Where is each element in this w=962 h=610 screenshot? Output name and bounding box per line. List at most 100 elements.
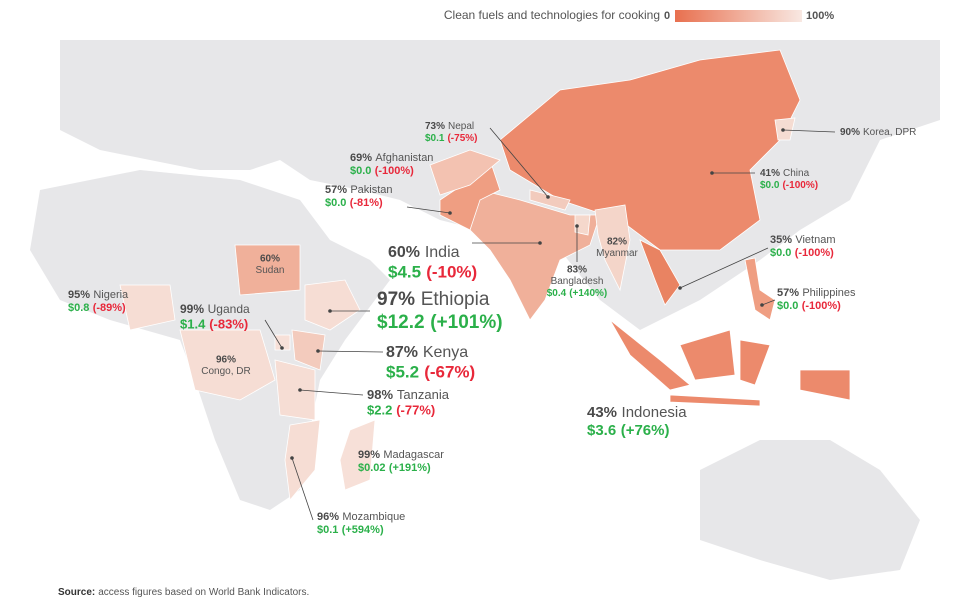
leader-dot bbox=[298, 388, 302, 392]
country-change: (-67%) bbox=[424, 363, 475, 382]
country-label: 99% Uganda bbox=[180, 302, 250, 316]
country-label: 87% Kenya bbox=[386, 344, 468, 361]
country-share: 60% bbox=[260, 254, 280, 265]
country-funding-label: $1.4 (-83%) bbox=[180, 317, 248, 332]
country-funding: $0.0 bbox=[350, 165, 371, 177]
country-name: Korea, DPR bbox=[863, 127, 916, 138]
country-label: 69% Afghanistan bbox=[350, 152, 433, 164]
country-label: 98% Tanzania bbox=[367, 387, 450, 402]
country-share: 99% bbox=[180, 302, 204, 316]
country-name: Mozambique bbox=[342, 511, 405, 523]
country-share: 73% bbox=[425, 121, 445, 132]
country-change: (+191%) bbox=[389, 462, 431, 474]
country-funding-label: $4.5 (-10%) bbox=[388, 263, 477, 282]
country-share: 87% bbox=[386, 344, 418, 361]
country-share: 96% bbox=[216, 355, 236, 366]
country-name: Afghanistan bbox=[375, 152, 433, 164]
country-share: 95% bbox=[68, 289, 90, 301]
country-share: 99% bbox=[358, 449, 380, 461]
leader-dot bbox=[280, 346, 284, 350]
leader-line bbox=[299, 389, 364, 396]
country-change: (-83%) bbox=[209, 317, 248, 332]
country-funding: $0.8 bbox=[68, 302, 89, 314]
leader-line bbox=[782, 129, 836, 133]
country-funding-label: $3.6 (+76%) bbox=[587, 422, 669, 439]
country-name: Tanzania bbox=[397, 387, 450, 402]
country-share: 60% bbox=[388, 244, 420, 261]
country-change: (-100%) bbox=[782, 180, 818, 191]
country-name: Sudan bbox=[256, 265, 285, 276]
country-name: Kenya bbox=[423, 344, 468, 361]
leader-line bbox=[317, 350, 384, 353]
country-funding-label: $0.8 (-89%) bbox=[68, 302, 126, 314]
country-change: (-77%) bbox=[396, 403, 435, 418]
country-share: 43% bbox=[587, 404, 617, 421]
country-funding-label: $0.02 (+191%) bbox=[358, 462, 431, 474]
country-change: (+140%) bbox=[569, 288, 607, 299]
leader-line bbox=[679, 247, 769, 289]
country-change: (-81%) bbox=[350, 197, 383, 209]
country-funding: $12.2 bbox=[377, 312, 425, 333]
country-share: 90% bbox=[840, 127, 860, 138]
country-share: 98% bbox=[367, 387, 393, 402]
country-name: China bbox=[783, 168, 810, 179]
country-funding-label: $0.1 (+594%) bbox=[317, 524, 384, 536]
country-share: 41% bbox=[760, 168, 780, 179]
leader-dot bbox=[328, 309, 332, 313]
leader-line bbox=[406, 206, 451, 214]
source-text: access figures based on World Bank Indic… bbox=[98, 587, 309, 598]
legend: Clean fuels and technologies for cooking… bbox=[444, 8, 834, 22]
legend-max: 100% bbox=[806, 10, 834, 22]
leader-dot bbox=[760, 303, 764, 307]
country-funding-label: $0.0 (-81%) bbox=[325, 197, 383, 209]
country-name: Nepal bbox=[448, 121, 474, 132]
country-funding-label: $0.1 (-75%) bbox=[425, 133, 477, 144]
country-funding-label: $0.0 (-100%) bbox=[770, 247, 834, 259]
country-label: 43% Indonesia bbox=[587, 404, 687, 421]
country-change: (-100%) bbox=[802, 300, 841, 312]
leader-dot bbox=[290, 456, 294, 460]
countries bbox=[119, 49, 851, 501]
legend-title: Clean fuels and technologies for cooking bbox=[444, 8, 660, 22]
country-share: 35% bbox=[770, 234, 792, 246]
country-change: (-10%) bbox=[426, 263, 477, 282]
country-funding: $0.0 bbox=[777, 300, 798, 312]
country-funding: $0.02 bbox=[358, 462, 386, 474]
country-label: 99% Madagascar bbox=[358, 449, 444, 461]
country-label: 95% Nigeria bbox=[68, 289, 129, 301]
country-name: Bangladesh bbox=[551, 276, 604, 287]
country-labels: 73% Nepal$0.1 (-75%)69% Afghanistan$0.0 (-10… bbox=[68, 121, 916, 536]
country-label: 35% Vietnam bbox=[770, 234, 835, 246]
country-share: 57% bbox=[325, 184, 347, 196]
country-name: Indonesia bbox=[622, 404, 688, 421]
country-label: 57% Philippines bbox=[777, 287, 856, 299]
country-funding: $0.1 bbox=[317, 524, 338, 536]
country-share: 96% bbox=[317, 511, 339, 523]
country-label: 57% Pakistan bbox=[325, 184, 393, 196]
country-funding-label: $5.2 (-67%) bbox=[386, 363, 475, 382]
country-name: Uganda bbox=[208, 302, 250, 316]
legend-min: 0 bbox=[664, 10, 670, 22]
leader-dot bbox=[678, 286, 682, 290]
leader-dot bbox=[710, 171, 714, 175]
country-name: India bbox=[425, 244, 460, 261]
country-funding-label: $0.4 (+140%) bbox=[547, 288, 608, 299]
country-funding: $0.0 bbox=[760, 180, 780, 191]
source-note: Source: access figures based on World Ban… bbox=[58, 587, 309, 598]
country-funding: $4.5 bbox=[388, 263, 421, 282]
leader-dot bbox=[781, 128, 785, 132]
leader-dot bbox=[316, 349, 320, 353]
source-label: Source: bbox=[58, 587, 95, 598]
leader-line bbox=[291, 457, 314, 521]
country-change: (-100%) bbox=[795, 247, 834, 259]
country-funding: $3.6 bbox=[587, 422, 616, 439]
country-change: (-100%) bbox=[375, 165, 414, 177]
country-change: (+76%) bbox=[621, 422, 670, 439]
country-name: Madagascar bbox=[383, 449, 444, 461]
country-funding: $0.4 bbox=[547, 288, 567, 299]
country-name: Pakistan bbox=[350, 184, 392, 196]
country-change: (-75%) bbox=[447, 133, 477, 144]
country-name: Philippines bbox=[802, 287, 856, 299]
country-label: 60% India bbox=[388, 244, 460, 261]
